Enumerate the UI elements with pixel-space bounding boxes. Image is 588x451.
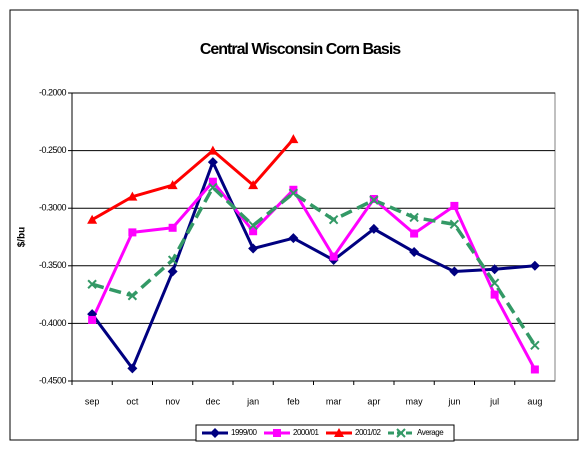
marker bbox=[409, 212, 419, 223]
legend-box bbox=[195, 424, 455, 442]
marker bbox=[87, 279, 97, 289]
marker bbox=[128, 228, 137, 237]
marker bbox=[368, 223, 379, 234]
marker bbox=[530, 340, 540, 350]
marker bbox=[328, 215, 339, 225]
x-tick-label: apr bbox=[367, 396, 380, 406]
marker bbox=[87, 214, 98, 224]
x-tick-label: jun bbox=[447, 396, 460, 406]
y-tick-label: -0.3000 bbox=[39, 203, 67, 213]
marker bbox=[207, 157, 218, 168]
y-axis-label: $/bu bbox=[17, 227, 28, 248]
x-tick-label: may bbox=[406, 396, 424, 406]
chart-title: Central Wisconsin Corn Basis bbox=[200, 41, 401, 58]
series-line bbox=[90, 180, 537, 371]
x-tick-label: jul bbox=[489, 396, 499, 406]
series-line bbox=[90, 160, 536, 370]
x-tick-label: mar bbox=[326, 396, 342, 406]
marker bbox=[334, 428, 344, 437]
marker bbox=[369, 195, 379, 205]
marker bbox=[273, 429, 281, 437]
marker bbox=[329, 252, 338, 261]
marker bbox=[127, 363, 138, 374]
legend-label: 2001/02 bbox=[355, 428, 381, 437]
y-tick-label: -0.4500 bbox=[39, 375, 67, 385]
x-tick-label: dec bbox=[206, 396, 221, 406]
marker bbox=[210, 428, 220, 438]
marker bbox=[249, 227, 258, 236]
legend: 1999/00 2000/01 2001/02 Average bbox=[195, 424, 455, 442]
x-tick-label: aug bbox=[527, 396, 542, 406]
marker bbox=[288, 134, 299, 144]
x-tick-label: jan bbox=[246, 396, 259, 406]
marker bbox=[127, 191, 138, 201]
y-tick-label: -0.2500 bbox=[39, 145, 67, 155]
marker bbox=[167, 180, 178, 190]
x-tick-label: nov bbox=[165, 396, 180, 406]
marker bbox=[248, 243, 259, 254]
plot-area bbox=[71, 92, 556, 382]
marker bbox=[489, 278, 500, 288]
marker bbox=[248, 220, 258, 231]
marker bbox=[208, 182, 218, 193]
marker bbox=[248, 180, 259, 190]
marker bbox=[530, 365, 539, 374]
marker bbox=[88, 315, 97, 324]
y-tick-label: -0.4000 bbox=[39, 318, 67, 328]
marker bbox=[490, 290, 499, 299]
marker bbox=[449, 266, 460, 277]
legend-label: 2000/01 bbox=[293, 428, 319, 437]
marker bbox=[127, 291, 138, 301]
y-tick-label: -0.2000 bbox=[39, 87, 67, 97]
marker bbox=[449, 219, 460, 230]
marker bbox=[167, 255, 178, 265]
series-line bbox=[91, 185, 537, 347]
y-tick-label: -0.3500 bbox=[39, 260, 67, 270]
legend-label: 1999/00 bbox=[231, 428, 257, 437]
marker bbox=[529, 260, 540, 271]
marker bbox=[167, 266, 178, 277]
marker bbox=[410, 229, 419, 238]
marker bbox=[409, 246, 420, 257]
marker bbox=[396, 428, 406, 438]
marker bbox=[489, 264, 500, 275]
x-tick-label: feb bbox=[287, 396, 300, 406]
x-tick-label: oct bbox=[126, 396, 139, 406]
marker bbox=[207, 145, 218, 155]
marker bbox=[168, 223, 177, 232]
marker bbox=[450, 201, 459, 210]
x-tick-label: sep bbox=[85, 396, 100, 406]
marker bbox=[288, 188, 299, 198]
legend-label: Average bbox=[417, 428, 444, 437]
marker bbox=[208, 177, 217, 186]
series-line bbox=[91, 138, 295, 222]
marker bbox=[289, 185, 298, 194]
marker bbox=[288, 233, 299, 244]
